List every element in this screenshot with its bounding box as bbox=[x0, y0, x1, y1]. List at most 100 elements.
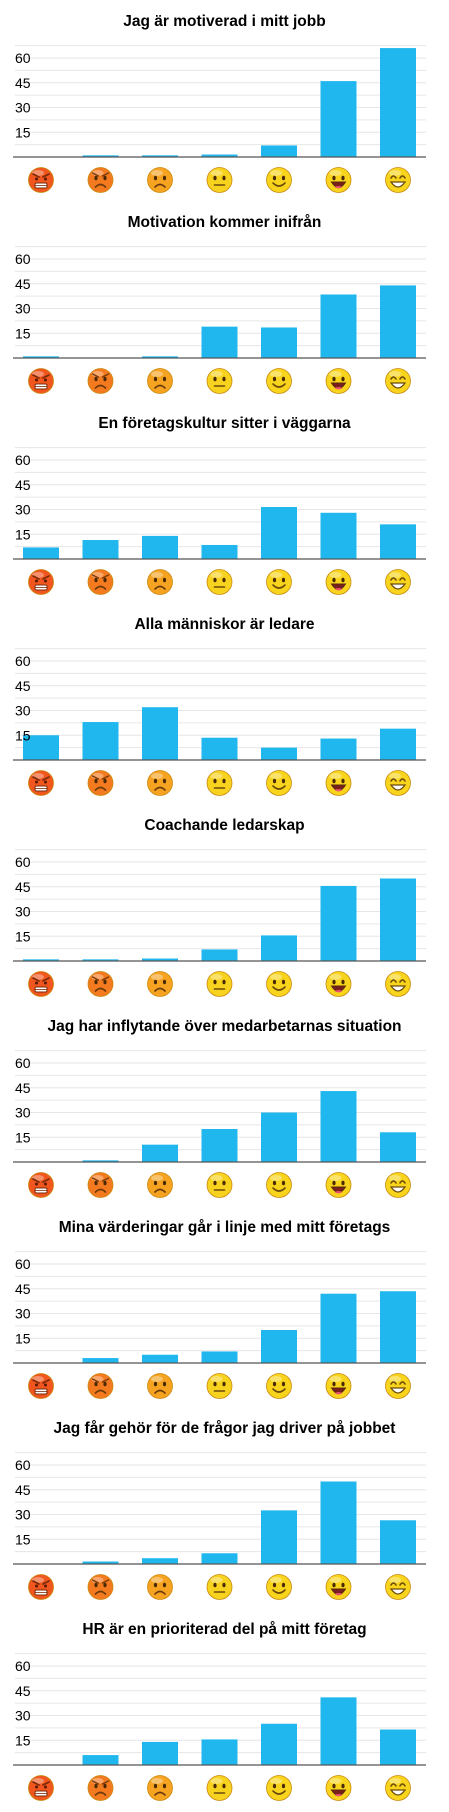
angry-face-icon bbox=[87, 1373, 114, 1399]
y-tick-label: 45 bbox=[15, 1482, 31, 1498]
bar bbox=[82, 1755, 119, 1765]
bar bbox=[261, 1510, 297, 1564]
neutral-face-icon bbox=[206, 1574, 233, 1600]
bar bbox=[380, 878, 416, 961]
bar bbox=[201, 154, 238, 157]
very-angry-face-icon bbox=[28, 770, 54, 796]
bar-chart: Jag har inflytande över medarbetarnas si… bbox=[0, 1005, 449, 1206]
grinning-face-icon bbox=[385, 1775, 411, 1801]
angry-face-icon bbox=[87, 971, 114, 997]
grinning-face-icon bbox=[385, 368, 411, 394]
y-tick-label: 15 bbox=[15, 526, 31, 542]
grinning-face-icon bbox=[385, 167, 411, 193]
bar bbox=[380, 1291, 416, 1363]
frowning-face-icon bbox=[147, 1373, 173, 1399]
laughing-face-icon bbox=[325, 1172, 352, 1198]
gridlines bbox=[15, 648, 426, 749]
y-tick-label: 60 bbox=[15, 50, 31, 66]
laughing-face-icon bbox=[325, 167, 352, 193]
grinning-face-icon bbox=[385, 569, 411, 595]
chart-plot: 15 30 45 60 bbox=[13, 1251, 426, 1399]
y-tick-label: 15 bbox=[15, 1129, 31, 1145]
y-tick-label: 15 bbox=[15, 1531, 31, 1547]
chart-plot: 15 30 45 60 bbox=[13, 45, 426, 193]
chart-plot: 15 30 45 60 bbox=[13, 1653, 426, 1801]
bar bbox=[142, 535, 178, 559]
frowning-face-icon bbox=[147, 971, 173, 997]
bar bbox=[320, 81, 357, 157]
bar bbox=[261, 935, 297, 961]
chart-title: Jag är motiverad i mitt jobb bbox=[123, 13, 326, 30]
angry-face-icon bbox=[87, 569, 114, 595]
bar bbox=[380, 1729, 416, 1765]
angry-face-icon bbox=[87, 1775, 114, 1801]
bar bbox=[320, 738, 357, 760]
bar-chart: En företagskultur sitter i väggarna 15 30 4… bbox=[0, 402, 449, 603]
chart-title: Coachande ledarskap bbox=[144, 817, 305, 834]
bar-chart: Coachande ledarskap 15 30 45 60 bbox=[0, 804, 449, 1005]
gridlines bbox=[15, 1050, 426, 1151]
grinning-face-icon bbox=[385, 1373, 411, 1399]
bar bbox=[82, 1160, 119, 1162]
laughing-face-icon bbox=[325, 1574, 352, 1600]
y-tick-label: 60 bbox=[15, 1256, 31, 1272]
chart-title: En företagskultur sitter i väggarna bbox=[98, 415, 351, 432]
bar bbox=[142, 1558, 178, 1564]
laughing-face-icon bbox=[325, 1373, 352, 1399]
bar bbox=[82, 540, 119, 559]
bar bbox=[320, 885, 357, 961]
bar bbox=[380, 524, 416, 559]
laughing-face-icon bbox=[325, 368, 352, 394]
smiling-face-icon bbox=[266, 1574, 292, 1600]
chart-plot: 15 30 45 60 bbox=[13, 648, 426, 796]
bar bbox=[320, 1293, 357, 1363]
y-tick-label: 30 bbox=[15, 301, 31, 317]
y-tick-label: 15 bbox=[15, 1330, 31, 1346]
angry-face-icon bbox=[87, 368, 114, 394]
bar bbox=[82, 1561, 119, 1564]
chart-title: HR är en prioriterad del på mitt företag bbox=[82, 1621, 367, 1638]
bar bbox=[23, 735, 59, 760]
chart-plot: 15 30 45 60 bbox=[13, 246, 426, 394]
bar-chart: Motivation kommer inifrån 15 30 45 60 bbox=[0, 201, 449, 402]
smiling-face-icon bbox=[266, 1172, 292, 1198]
bar-chart: Jag får gehör för de frågor jag driver p… bbox=[0, 1407, 449, 1608]
chart-plot: 15 30 45 60 bbox=[13, 849, 426, 997]
y-tick-label: 15 bbox=[15, 325, 31, 341]
bar bbox=[261, 1330, 297, 1363]
bar bbox=[380, 1132, 416, 1162]
y-tick-label: 15 bbox=[15, 727, 31, 743]
neutral-face-icon bbox=[206, 1775, 233, 1801]
bar bbox=[261, 1723, 297, 1765]
bar bbox=[201, 1129, 238, 1162]
frowning-face-icon bbox=[147, 167, 173, 193]
very-angry-face-icon bbox=[28, 1775, 54, 1801]
gridlines bbox=[15, 1452, 426, 1553]
very-angry-face-icon bbox=[28, 569, 54, 595]
bar bbox=[82, 155, 119, 157]
bar bbox=[261, 145, 297, 157]
grinning-face-icon bbox=[385, 770, 411, 796]
y-tick-label: 45 bbox=[15, 678, 31, 694]
angry-face-icon bbox=[87, 770, 114, 796]
bar bbox=[261, 1112, 297, 1162]
chart-title: Mina värderingar går i linje med mitt fö… bbox=[58, 1219, 391, 1236]
neutral-face-icon bbox=[206, 971, 233, 997]
bar-chart: Mina värderingar går i linje med mitt fö… bbox=[0, 1206, 449, 1407]
smiling-face-icon bbox=[266, 1775, 292, 1801]
bar bbox=[320, 1697, 357, 1765]
neutral-face-icon bbox=[206, 569, 233, 595]
laughing-face-icon bbox=[325, 971, 352, 997]
bar bbox=[201, 544, 238, 559]
bar bbox=[82, 959, 119, 961]
y-tick-label: 15 bbox=[15, 124, 31, 140]
neutral-face-icon bbox=[206, 368, 233, 394]
y-tick-label: 45 bbox=[15, 1683, 31, 1699]
neutral-face-icon bbox=[206, 1373, 233, 1399]
bar bbox=[201, 1351, 238, 1363]
smiling-face-icon bbox=[266, 971, 292, 997]
bar bbox=[201, 949, 238, 961]
smiling-face-icon bbox=[266, 1373, 292, 1399]
y-tick-label: 60 bbox=[15, 653, 31, 669]
bar bbox=[261, 747, 297, 760]
